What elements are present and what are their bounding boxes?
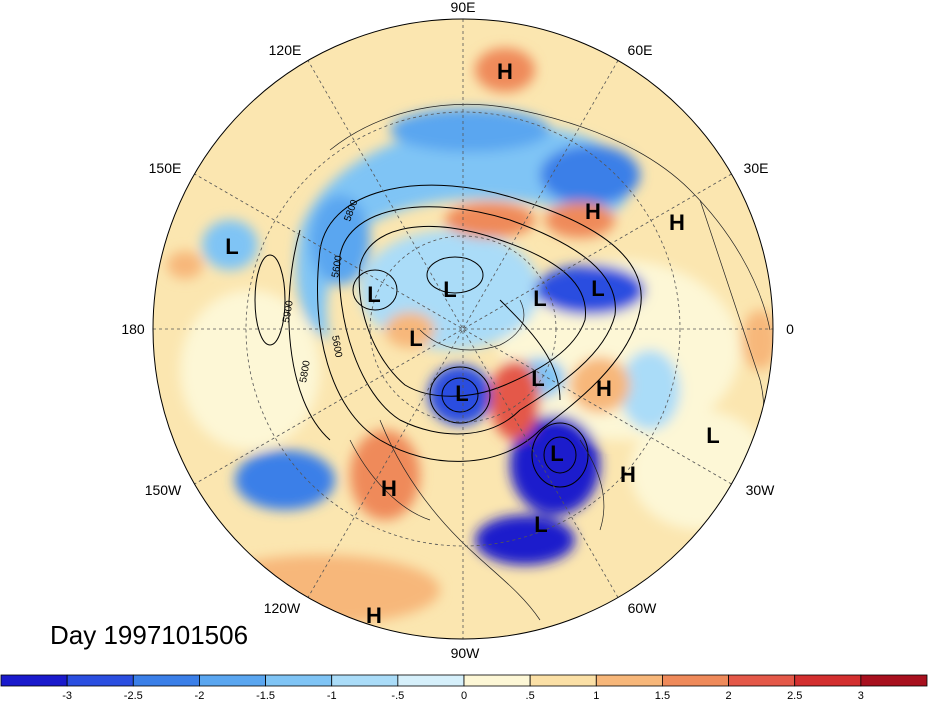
low-pressure-label: L [531,366,544,391]
contour-label: 5900 [281,299,296,323]
high-pressure-label: H [620,462,636,487]
colorbar-tick-label: .5 [526,690,535,702]
positive-anomaly [385,312,435,348]
low-pressure-label: L [455,381,468,406]
colorbar-tick-label: 2.5 [787,690,802,702]
colorbar-tick-label: 1 [593,690,599,702]
low-pressure-label: L [443,277,456,302]
colorbar-box [529,674,597,687]
negative-anomaly [235,450,335,510]
low-pressure-label: L [225,234,238,259]
negative-anomaly [390,108,550,152]
colorbar-tick-label: -.5 [391,690,404,702]
colorbar-tick-label: 1.5 [655,690,670,702]
colorbar-boxes [0,674,928,687]
positive-anomaly [167,251,203,279]
negative-anomaly [540,145,640,205]
low-pressure-label: L [534,512,547,537]
lon-label-150e: 150E [149,160,182,176]
low-pressure-label: L [367,282,380,307]
negative-anomaly [510,415,600,515]
high-pressure-label: H [596,376,612,401]
colorbar-box [397,674,465,687]
lon-label-90e: 90E [451,0,476,15]
neutral-area [180,290,320,450]
colorbar-tick-label: -2.5 [124,690,143,702]
low-pressure-label: L [591,276,604,301]
contour-labels: 5800 5600 5600 5900 5800 [281,198,360,384]
colorbar-box [662,674,729,687]
lon-label-60w: 60W [628,600,658,616]
contour-label: 5600 [330,254,345,278]
low-pressure-label: L [409,326,422,351]
colorbar-tick-label: -2 [195,690,205,702]
positive-anomaly [445,202,535,238]
lon-label-0: 0 [786,321,794,337]
contour-label: 5600 [329,335,344,359]
colorbar-tick-label: -1.5 [256,690,275,702]
lon-label-30e: 30E [744,160,769,176]
colorbar-box [595,674,663,687]
polar-map: 90E 60E 30E 0 30W 60W 90W 120W 150W 180 … [121,0,794,661]
colorbar-box [860,674,928,687]
positive-anomaly [350,430,420,520]
colorbar-box [794,674,862,687]
colorbar: -3 -2.5 -2 -1.5 -1 -.5 0 .5 1 1.5 2 2.5 3 [0,674,928,702]
anomaly-field [167,48,773,625]
high-pressure-label: H [585,199,601,224]
high-pressure-label: H [669,210,685,235]
high-pressure-label: H [366,603,382,628]
colorbar-box [463,674,531,687]
negative-anomaly [310,195,370,285]
positive-anomaly [545,202,615,238]
colorbar-box [66,674,134,687]
negative-anomaly [535,265,645,315]
colorbar-tick-label: 2 [726,690,732,702]
high-pressure-label: H [497,59,513,84]
positive-anomaly [475,48,535,92]
lon-label-180: 180 [121,321,145,337]
negative-anomaly [202,220,258,270]
colorbar-labels: -3 -2.5 -2 -1.5 -1 -.5 0 .5 1 1.5 2 2.5 3 [62,690,864,702]
colorbar-box [132,674,200,687]
lon-label-90w: 90W [451,645,481,661]
plot-title: Day 1997101506 [50,620,249,650]
low-pressure-label: L [550,441,563,466]
colorbar-tick-label: -1 [327,690,337,702]
height-contours [254,184,642,488]
lon-label-30w: 30W [746,482,776,498]
colorbar-tick-label: 0 [461,690,467,702]
lon-label-150w: 150W [145,482,182,498]
lon-label-60e: 60E [628,42,653,58]
longitude-labels: 90E 60E 30E 0 30W 60W 90W 120W 150W 180 … [121,0,794,661]
colorbar-box [331,674,399,687]
positive-anomaly [200,555,440,625]
low-pressure-label: L [706,423,719,448]
negative-anomaly [475,515,575,565]
high-pressure-label: H [381,476,397,501]
positive-anomaly [490,360,540,440]
map-boundary [152,18,774,640]
lon-label-120w: 120W [264,600,301,616]
negative-anomaly [428,365,492,425]
pressure-centers: H L H H L L L L L L L H L H L H L H [225,59,719,628]
colorbar-tick-label: -3 [62,690,72,702]
low-pressure-label: L [533,286,546,311]
graticule [153,19,773,639]
colorbar-box [199,674,266,687]
colorbar-box [0,674,68,687]
weak-negative [620,350,680,430]
contour-label: 5800 [298,359,313,383]
lon-label-120e: 120E [269,42,302,58]
colorbar-box [265,674,333,687]
colorbar-tick-label: 3 [858,690,864,702]
colorbar-box [728,674,796,687]
